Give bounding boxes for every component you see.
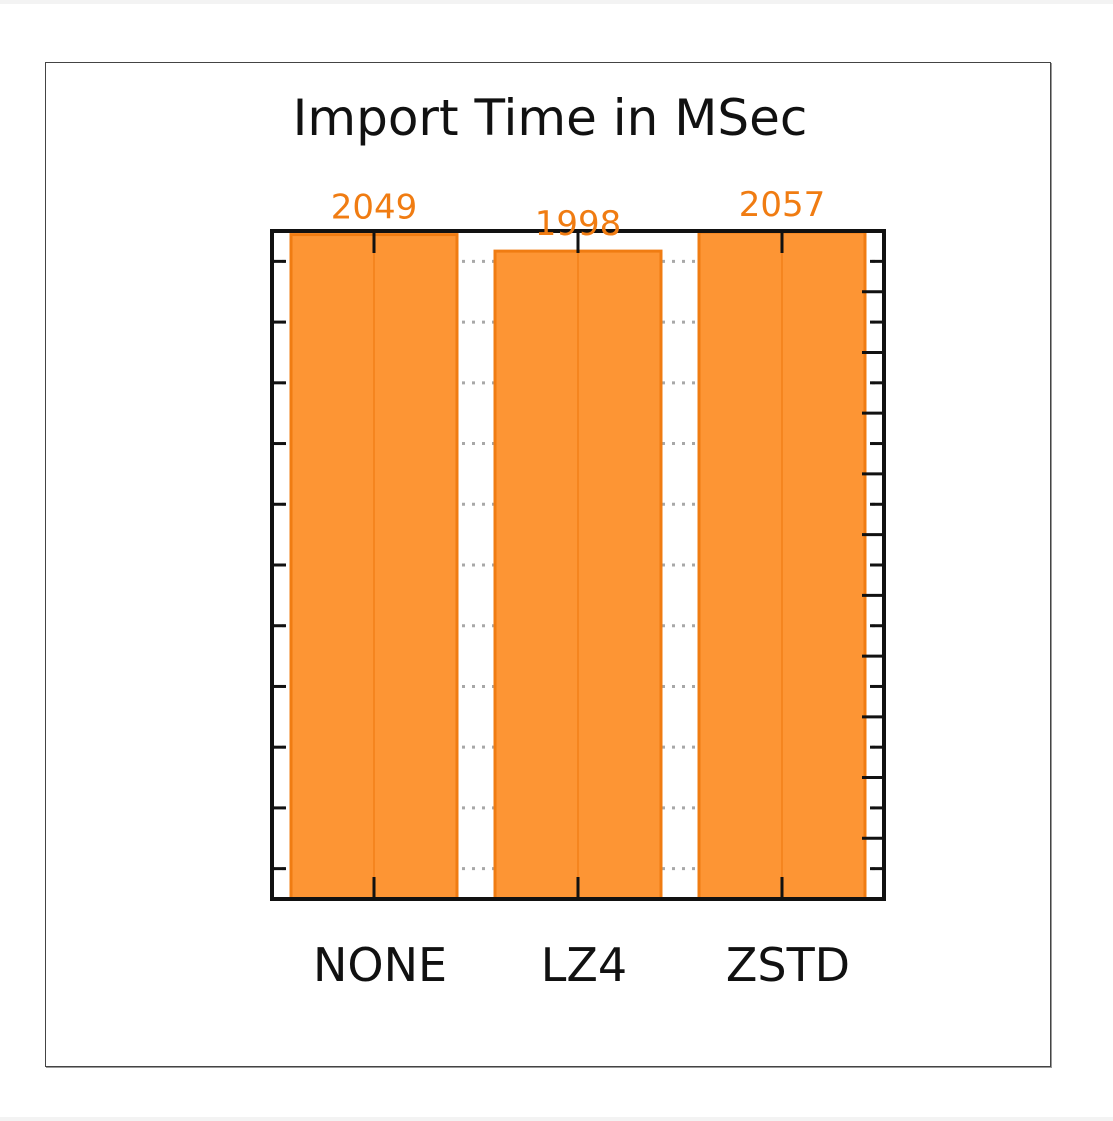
chart-frame: Import Time in MSec 2049 NONE 1998 LZ4 2057 Z… <box>45 62 1051 1067</box>
value-label-zstd: 2057 <box>739 185 826 225</box>
value-label-none: 2049 <box>331 188 418 228</box>
x-tick-label-none: NONE <box>313 938 447 992</box>
bars <box>289 230 867 901</box>
plot-border <box>270 229 886 901</box>
chart-title: Import Time in MSec <box>293 89 808 147</box>
axes <box>270 229 886 901</box>
page-background: Import Time in MSec 2049 NONE 1998 LZ4 2057 Z… <box>0 4 1113 1117</box>
x-tick-label-zstd: ZSTD <box>726 938 850 992</box>
x-tick-label-lz4: LZ4 <box>541 938 627 992</box>
labels: 2049 NONE 1998 LZ4 2057 ZSTD <box>313 185 850 992</box>
bar-chart: Import Time in MSec 2049 NONE 1998 LZ4 2057 Z… <box>270 89 886 992</box>
value-label-lz4: 1998 <box>535 204 622 244</box>
